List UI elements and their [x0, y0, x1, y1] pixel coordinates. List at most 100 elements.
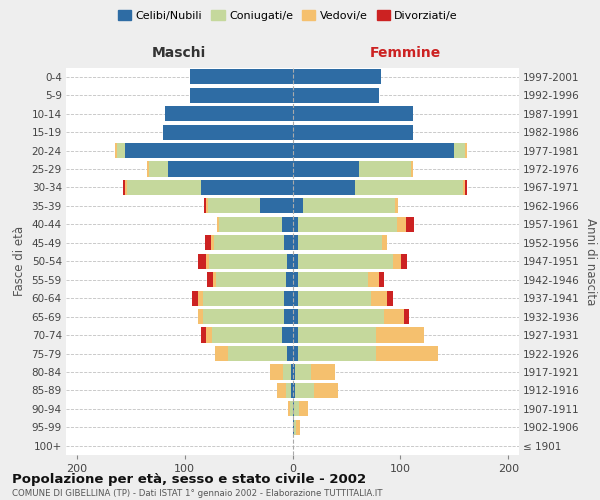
Bar: [203, 290, 284, 306]
Bar: [397, 217, 406, 232]
Bar: [284, 235, 293, 250]
Bar: [454, 143, 465, 158]
Bar: [298, 217, 397, 232]
Bar: [192, 290, 197, 306]
Bar: [293, 88, 379, 102]
Bar: [219, 217, 282, 232]
Bar: [163, 124, 293, 140]
Bar: [277, 383, 286, 398]
Bar: [284, 309, 293, 324]
Bar: [286, 272, 293, 287]
Bar: [214, 235, 284, 250]
Bar: [204, 198, 206, 214]
Bar: [298, 290, 371, 306]
Bar: [149, 162, 169, 176]
Bar: [205, 235, 211, 250]
Bar: [298, 254, 393, 269]
Bar: [206, 328, 212, 342]
Bar: [293, 124, 413, 140]
Bar: [298, 235, 382, 250]
Bar: [197, 309, 203, 324]
Bar: [293, 198, 303, 214]
Bar: [215, 346, 228, 361]
Bar: [165, 106, 293, 121]
Bar: [216, 272, 286, 287]
Bar: [463, 180, 465, 195]
Bar: [190, 88, 293, 102]
Bar: [293, 364, 295, 380]
Bar: [197, 290, 203, 306]
Bar: [206, 198, 208, 214]
Y-axis label: Fasce di età: Fasce di età: [13, 226, 26, 296]
Bar: [406, 217, 415, 232]
Bar: [212, 328, 282, 342]
Bar: [212, 272, 216, 287]
Bar: [293, 420, 296, 435]
Bar: [201, 180, 293, 195]
Bar: [395, 198, 398, 214]
Bar: [209, 254, 287, 269]
Text: Popolazione per età, sesso e stato civile - 2002: Popolazione per età, sesso e stato civil…: [12, 472, 366, 486]
Bar: [299, 402, 308, 416]
Bar: [311, 364, 335, 380]
Bar: [282, 328, 293, 342]
Bar: [293, 402, 299, 416]
Bar: [116, 143, 125, 158]
Bar: [293, 180, 355, 195]
Bar: [125, 180, 127, 195]
Bar: [465, 180, 467, 195]
Bar: [207, 272, 212, 287]
Text: Femmine: Femmine: [370, 46, 442, 60]
Bar: [298, 328, 376, 342]
Bar: [228, 346, 287, 361]
Bar: [411, 162, 413, 176]
Bar: [290, 402, 293, 416]
Bar: [190, 69, 293, 84]
Legend: Celibi/Nubili, Coniugati/e, Vedovi/e, Divorziati/e: Celibi/Nubili, Coniugati/e, Vedovi/e, Di…: [113, 6, 463, 25]
Bar: [208, 198, 260, 214]
Bar: [296, 420, 300, 435]
Bar: [293, 383, 295, 398]
Bar: [293, 69, 381, 84]
Bar: [197, 254, 206, 269]
Bar: [314, 383, 338, 398]
Bar: [293, 290, 298, 306]
Bar: [147, 162, 149, 176]
Bar: [125, 143, 293, 158]
Y-axis label: Anni di nascita: Anni di nascita: [584, 218, 596, 305]
Text: Maschi: Maschi: [152, 46, 206, 60]
Bar: [298, 346, 376, 361]
Bar: [270, 364, 283, 380]
Bar: [293, 217, 298, 232]
Bar: [293, 106, 413, 121]
Bar: [359, 162, 411, 176]
Bar: [260, 198, 293, 214]
Bar: [293, 328, 298, 342]
Bar: [295, 364, 311, 380]
Bar: [404, 309, 409, 324]
Bar: [376, 328, 424, 342]
Bar: [292, 383, 293, 398]
Bar: [283, 364, 292, 380]
Bar: [286, 383, 292, 398]
Bar: [288, 402, 290, 416]
Bar: [303, 198, 395, 214]
Bar: [293, 309, 298, 324]
Bar: [211, 235, 214, 250]
Bar: [298, 309, 384, 324]
Bar: [376, 346, 438, 361]
Bar: [298, 272, 368, 287]
Bar: [284, 290, 293, 306]
Bar: [465, 143, 467, 158]
Bar: [217, 217, 219, 232]
Bar: [287, 346, 293, 361]
Text: COMUNE DI GIBELLINA (TP) - Dati ISTAT 1° gennaio 2002 - Elaborazione TUTTITALIA.: COMUNE DI GIBELLINA (TP) - Dati ISTAT 1°…: [12, 489, 383, 498]
Bar: [123, 180, 125, 195]
Bar: [292, 364, 293, 380]
Bar: [206, 254, 209, 269]
Bar: [293, 162, 359, 176]
Bar: [287, 254, 293, 269]
Bar: [371, 290, 388, 306]
Bar: [293, 346, 298, 361]
Bar: [169, 162, 293, 176]
